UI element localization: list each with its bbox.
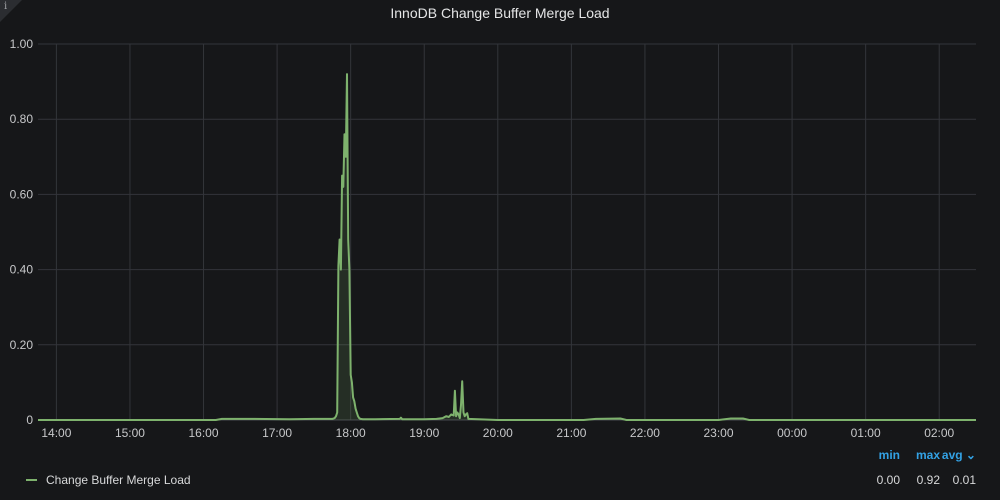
x-tick-label: 00:00 [777,426,807,440]
x-tick-label: 19:00 [409,426,439,440]
x-tick-label: 17:00 [262,426,292,440]
x-tick-label: 02:00 [924,426,954,440]
legend: min max avg ⌄ Change Buffer Merge Load 0… [0,446,1000,496]
x-tick-label: 20:00 [483,426,513,440]
x-axis-ticks: 14:00 15:00 16:00 17:00 18:00 19:00 20:00 21:00… [41,426,954,440]
info-corner [0,0,22,22]
x-tick-label: 18:00 [336,426,366,440]
y-tick-label: 0.80 [10,112,34,126]
x-tick-label: 16:00 [189,426,219,440]
legend-max-value: 0.92 [916,473,940,487]
legend-avg-header[interactable]: avg ⌄ [941,448,976,462]
y-tick-label: 0.20 [10,338,34,352]
y-axis-ticks: 0 0.20 0.40 0.60 0.80 1.00 [10,37,34,427]
grid [38,43,976,421]
legend-series-name[interactable]: Change Buffer Merge Load [46,473,191,487]
series-line[interactable] [38,73,976,421]
legend-min-value: 0.00 [876,473,900,487]
y-tick-label: 0.40 [10,263,34,277]
y-tick-label: 1.00 [10,37,34,51]
y-tick-label: 0.60 [10,187,34,201]
legend-header: min max avg ⌄ [860,448,976,462]
x-tick-label: 23:00 [703,426,733,440]
y-tick-label: 0 [26,413,33,427]
legend-max-header[interactable]: max [915,448,940,462]
x-tick-label: 01:00 [851,426,881,440]
panel-title[interactable]: InnoDB Change Buffer Merge Load [390,5,610,21]
x-tick-label: 15:00 [115,426,145,440]
legend-series-row[interactable]: Change Buffer Merge Load 0.00 0.92 0.01 [26,472,976,488]
info-icon[interactable]: i [4,1,8,12]
series-area [38,74,976,420]
series-layer [38,73,976,421]
legend-avg-value: 0.01 [952,473,976,487]
line-chart[interactable]: 0 0.20 0.40 0.60 0.80 1.00 14:00 15:00 16:00 17:… [0,0,1000,450]
legend-min-header[interactable]: min [878,448,900,462]
x-tick-label: 22:00 [630,426,660,440]
series-color-swatch[interactable] [26,479,37,481]
x-tick-label: 21:00 [556,426,586,440]
x-tick-label: 14:00 [41,426,71,440]
